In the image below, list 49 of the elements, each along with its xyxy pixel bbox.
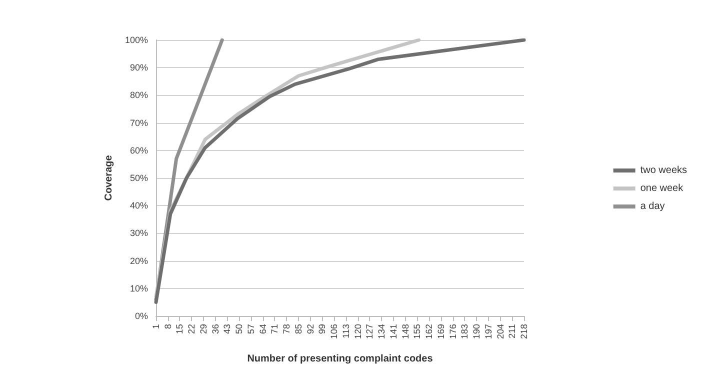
x-tick-label: 134	[376, 324, 387, 340]
y-tick-label: 60%	[130, 145, 148, 156]
x-tick-label: 36	[210, 324, 220, 334]
x-tick-label: 57	[246, 324, 256, 334]
y-tick-label: 90%	[130, 62, 148, 73]
x-tick-label: 204	[495, 324, 506, 340]
x-tick-label: 50	[234, 324, 244, 334]
y-tick-label: 70%	[130, 118, 148, 128]
x-tick-label: 43	[222, 324, 232, 334]
x-tick-label: 64	[258, 324, 268, 334]
line-series	[154, 38, 526, 304]
y-tick-label: 80%	[130, 90, 148, 100]
x-tick-label: 29	[198, 324, 208, 334]
x-tick-label: 148	[400, 324, 410, 340]
x-tick-label: 197	[483, 324, 494, 340]
y-tick-label: 10%	[130, 283, 148, 294]
y-axis-title: Coverage	[104, 154, 115, 201]
x-tick-label: 120	[352, 324, 363, 340]
x-tick-label: 176	[448, 324, 458, 340]
x-tick-label: 113	[340, 324, 351, 338]
y-tick-label: 50%	[130, 173, 148, 183]
x-tick-label: 211	[507, 324, 518, 338]
x-tick-label: 92	[305, 324, 316, 334]
x-tick-label: 190	[472, 324, 482, 340]
x-tick-label: 78	[282, 324, 292, 334]
x-tick-label: 1	[151, 324, 161, 330]
x-tick-label: 169	[436, 324, 446, 340]
x-tick-label: 85	[293, 324, 304, 334]
x-tick-label: 162	[424, 324, 434, 340]
x-tick-label: 99	[317, 324, 328, 334]
x-tick-label: 218	[519, 324, 529, 340]
x-tick-label: 155	[412, 324, 422, 340]
x-tick-label: 15	[174, 324, 185, 334]
y-tick-label: 100%	[124, 35, 148, 45]
legend-label: one week	[640, 183, 684, 194]
x-tick-label: 183	[460, 324, 470, 340]
x-axis-title: Number of presenting complaint codes	[247, 354, 434, 364]
x-tick-label: 22	[186, 324, 197, 334]
legend-label: two weeks	[640, 165, 688, 176]
y-tick-label: 40%	[130, 200, 148, 211]
legend-label: a day	[640, 201, 665, 212]
y-tick-label: 0%	[134, 311, 148, 321]
x-tick-label: 141	[388, 324, 398, 340]
y-tick-label: 30%	[130, 228, 148, 238]
x-tick-label: 8	[162, 324, 173, 330]
y-tick-label: 20%	[130, 256, 148, 266]
x-tick-label: 106	[329, 324, 340, 340]
x-tick-label: 127	[364, 324, 375, 340]
x-tick-label: 71	[270, 324, 280, 334]
